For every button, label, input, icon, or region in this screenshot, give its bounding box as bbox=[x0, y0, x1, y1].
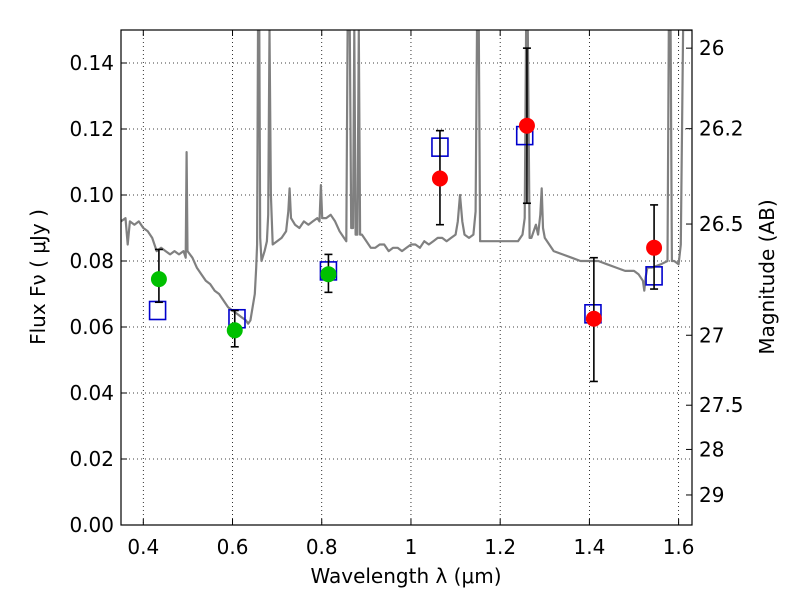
y-tick-label: 0.00 bbox=[69, 513, 114, 537]
observed-point bbox=[585, 310, 602, 327]
y-tick-label: 0.08 bbox=[69, 249, 114, 273]
x-tick-label: 1.2 bbox=[484, 535, 516, 559]
spectrum-layer bbox=[121, 30, 692, 325]
axis-ticks bbox=[121, 30, 692, 526]
x-tick-label: 0.4 bbox=[127, 535, 159, 559]
x-tick-label: 0.6 bbox=[217, 535, 249, 559]
grid-lines bbox=[121, 30, 692, 526]
observed-point bbox=[431, 170, 448, 187]
observed-point bbox=[646, 239, 663, 256]
y-tick-label: 0.06 bbox=[69, 315, 114, 339]
y2-tick-label: 26 bbox=[699, 36, 724, 60]
y2-tick-label: 29 bbox=[699, 483, 724, 507]
x-tick-label: 1 bbox=[405, 535, 418, 559]
plot-frame bbox=[120, 29, 693, 526]
x-tick-label: 0.8 bbox=[306, 535, 338, 559]
y-tick-label: 0.04 bbox=[69, 381, 114, 405]
y-tick-label: 0.14 bbox=[69, 51, 114, 75]
y2-tick-label: 27.5 bbox=[699, 393, 744, 417]
y2-tick-label: 28 bbox=[699, 437, 724, 461]
spectrum-line bbox=[121, 30, 692, 325]
y2-axis-label: Magnitude (AB) bbox=[755, 199, 779, 354]
y-tick-label: 0.02 bbox=[69, 447, 114, 471]
x-axis-label: Wavelength λ (μm) bbox=[310, 564, 501, 588]
markers-layer bbox=[148, 47, 663, 383]
y2-tick-label: 26.2 bbox=[699, 117, 744, 141]
y-tick-label: 0.10 bbox=[69, 183, 114, 207]
y2-tick-label: 26.5 bbox=[699, 212, 744, 236]
x-tick-label: 1.4 bbox=[573, 535, 605, 559]
observed-point bbox=[320, 266, 337, 283]
x-tick-label: 1.6 bbox=[663, 535, 695, 559]
observed-point bbox=[518, 117, 535, 134]
y-axis-label: Flux Fν ( μJy ) bbox=[26, 209, 50, 345]
y2-tick-label: 27 bbox=[699, 323, 724, 347]
observed-point bbox=[226, 322, 243, 339]
observed-point bbox=[150, 271, 167, 288]
axis-tick-labels: 0.4 0.6 0.8 1 1.2 1.4 1.6 0.00 0.02 0.04 0.06 0.08 0… bbox=[69, 36, 743, 559]
plot-background bbox=[121, 30, 692, 525]
y-tick-label: 0.12 bbox=[69, 117, 114, 141]
